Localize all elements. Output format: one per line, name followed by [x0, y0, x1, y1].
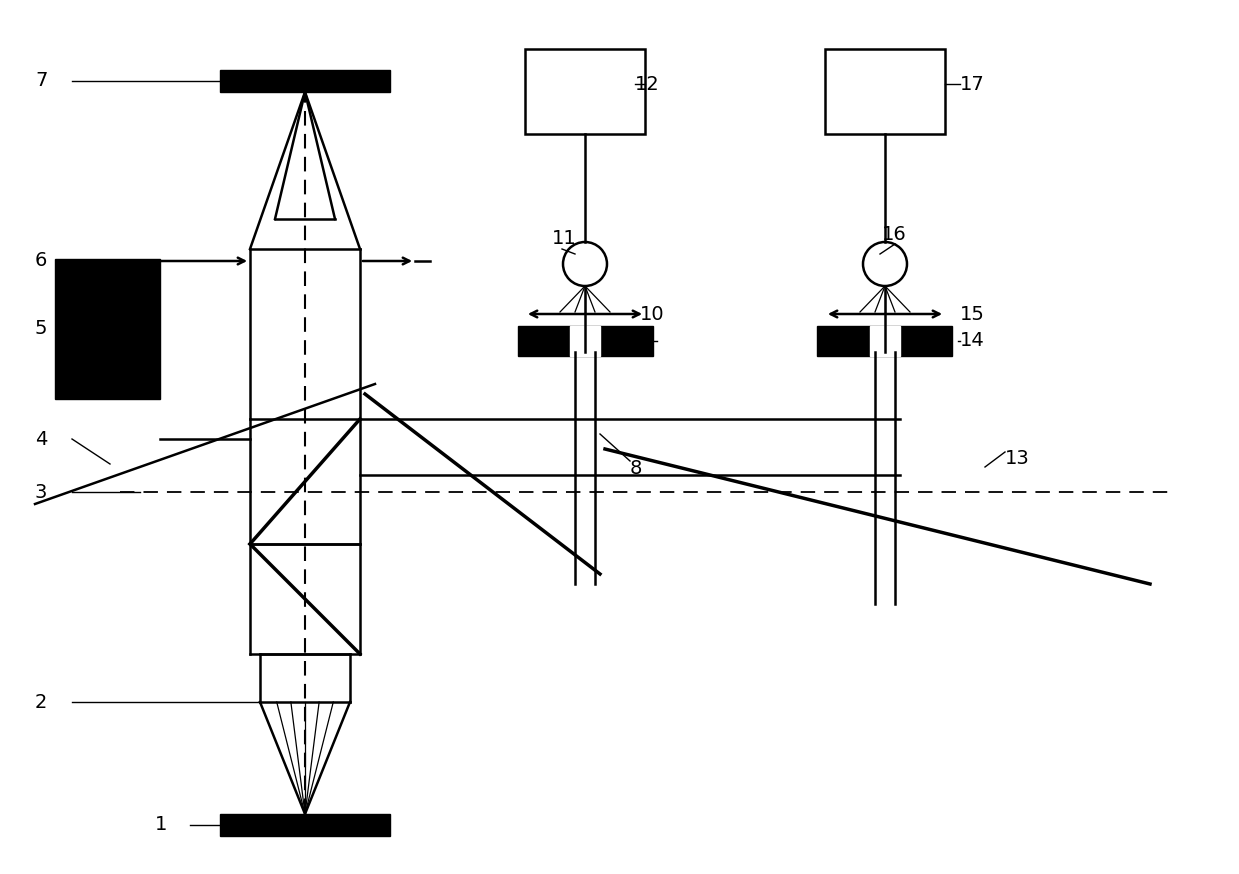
Bar	[825, 49, 945, 134]
Bar	[525, 49, 646, 134]
Text: 13: 13	[1005, 449, 1030, 468]
Text: 14: 14	[960, 331, 985, 350]
Text: 8: 8	[629, 460, 642, 478]
Bar	[55, 259, 160, 399]
Text: 11: 11	[553, 230, 576, 248]
Text: 17: 17	[960, 74, 985, 94]
Bar	[870, 326, 900, 356]
Bar	[570, 326, 600, 356]
Text: 12: 12	[636, 74, 659, 94]
Bar	[818, 326, 953, 356]
Text: 15: 15	[960, 304, 985, 323]
Bar	[221, 814, 390, 836]
Bar	[221, 70, 390, 92]
Text: 4: 4	[35, 429, 47, 448]
Text: 6: 6	[35, 252, 47, 270]
Bar	[518, 326, 653, 356]
Text: 16: 16	[882, 225, 907, 244]
Text: 7: 7	[35, 72, 47, 91]
Text: 9: 9	[641, 331, 653, 350]
Text: 1: 1	[155, 815, 167, 835]
Text: 3: 3	[35, 482, 47, 502]
Text: 5: 5	[35, 320, 47, 338]
Text: 2: 2	[35, 692, 47, 711]
Text: 10: 10	[641, 304, 664, 323]
